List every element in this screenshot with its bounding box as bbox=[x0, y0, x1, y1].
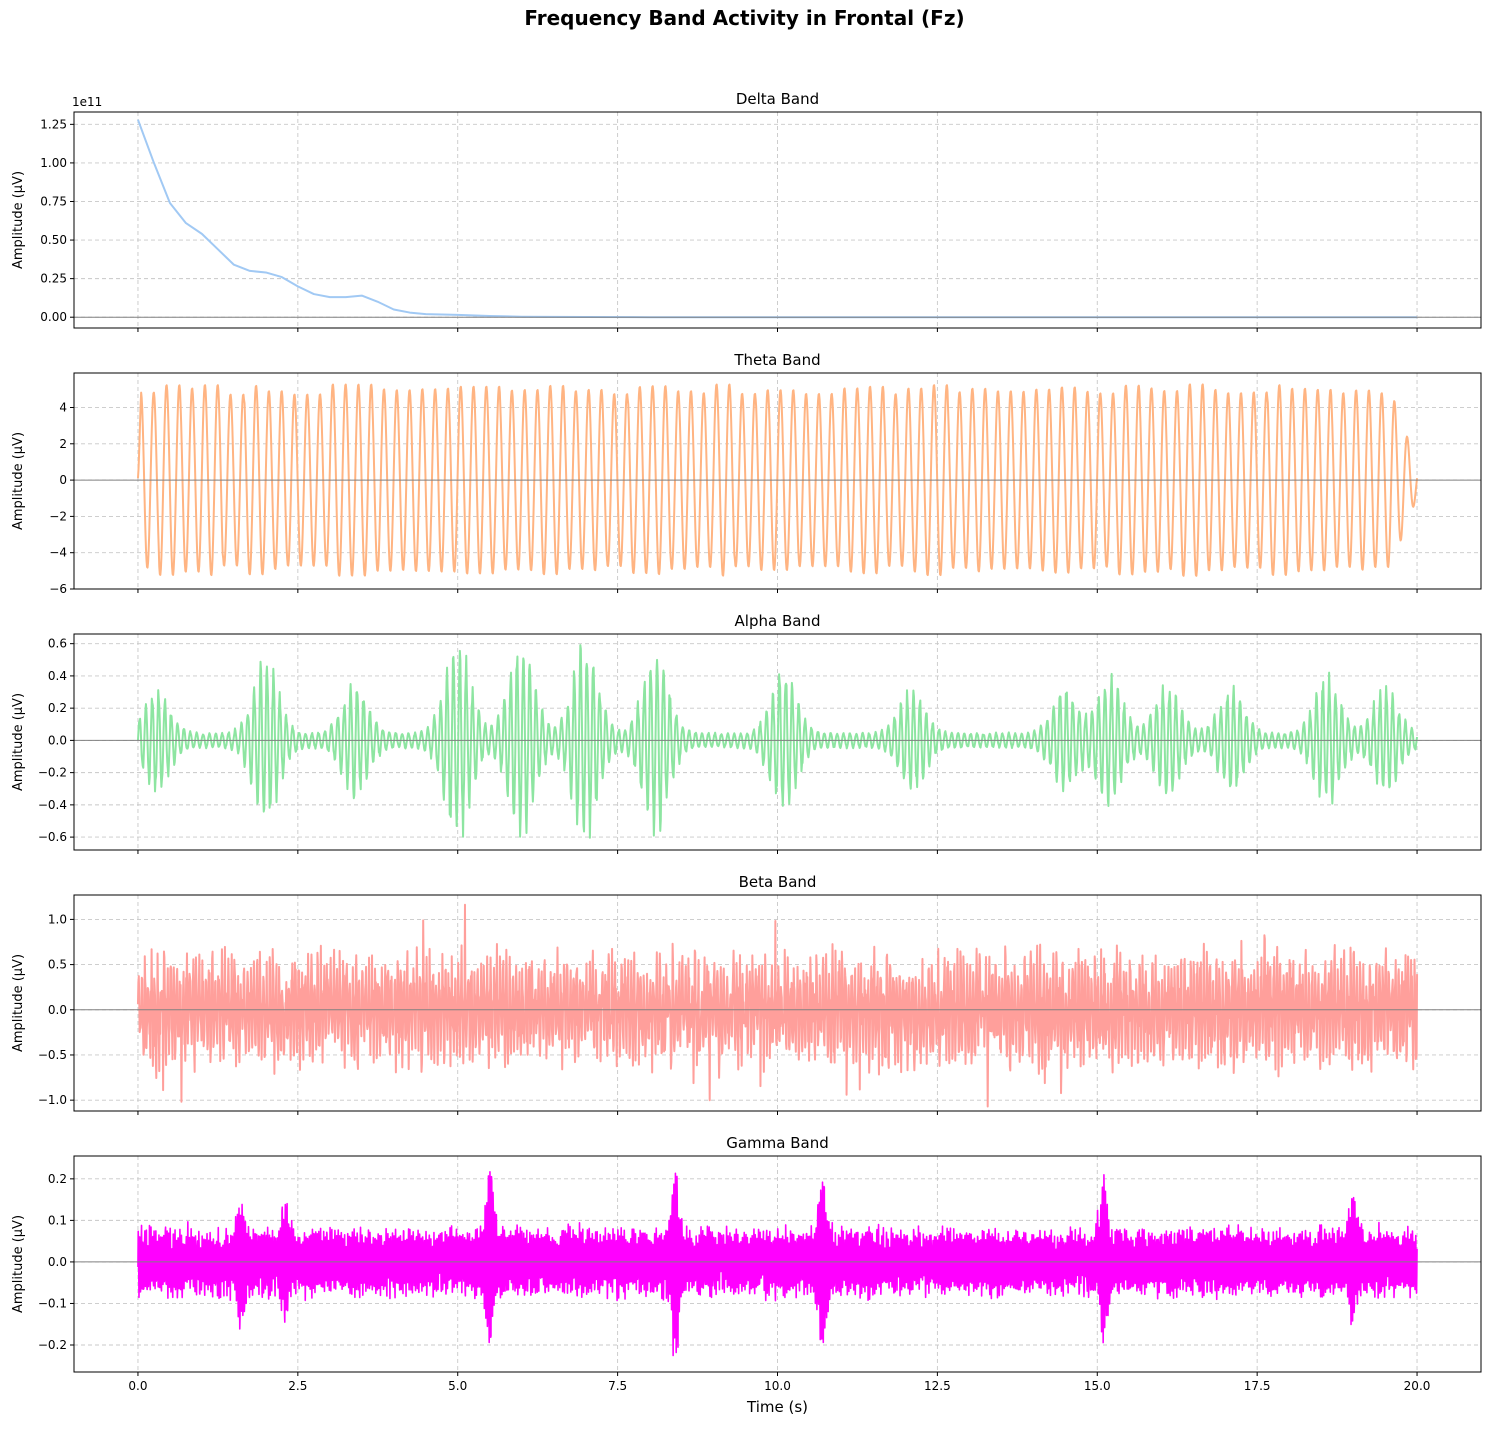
y-tick-label: 0.2 bbox=[48, 701, 67, 715]
y-tick-label: 0 bbox=[59, 473, 67, 487]
y-tick-label: 0.4 bbox=[48, 669, 67, 683]
y-axis-label: Amplitude (µV) bbox=[11, 954, 26, 1052]
y-tick-label: 0.2 bbox=[48, 1172, 67, 1186]
y-tick-label: 0.00 bbox=[40, 310, 67, 324]
x-axis-label: Time (s) bbox=[746, 1398, 808, 1416]
y-tick-label: −4 bbox=[49, 546, 67, 560]
x-tick-label: 10.0 bbox=[764, 1379, 791, 1393]
y-tick-label: −0.2 bbox=[38, 766, 67, 780]
y-axis-label: Amplitude (µV) bbox=[11, 1215, 26, 1313]
panel-theta-band: −6 −4 −2 0 2 4 Theta Band Amplitude (µV) bbox=[11, 351, 1482, 596]
x-tick-label: 12.5 bbox=[924, 1379, 951, 1393]
y-tick-label: 4 bbox=[59, 400, 67, 414]
y-tick-label: 0.0 bbox=[48, 733, 67, 747]
y-tick-label: 0.6 bbox=[48, 637, 67, 651]
x-tick-label: 0.0 bbox=[128, 1379, 147, 1393]
panel-gamma-band: −0.2 −0.1 0.0 0.1 0.2 0.0 2.5 5.0 7.5 10.0 12.5 15.… bbox=[11, 1134, 1482, 1393]
y-axis-label: Amplitude (µV) bbox=[11, 432, 26, 530]
y-tick-label: −6 bbox=[49, 582, 67, 596]
offset-text: 1e11 bbox=[72, 95, 102, 109]
panel-alpha-band: −0.6 −0.4 −0.2 0.0 0.2 0.4 0.6 Alpha Band Amplit… bbox=[11, 612, 1482, 854]
x-tick-label: 15.0 bbox=[1084, 1379, 1111, 1393]
y-tick-label: 2 bbox=[59, 437, 67, 451]
y-tick-label: −0.5 bbox=[38, 1048, 67, 1062]
y-tick-label: 0.1 bbox=[48, 1213, 67, 1227]
series-line bbox=[136, 644, 1419, 839]
figure-title: Frequency Band Activity in Frontal (Fz) bbox=[524, 6, 965, 30]
x-tick-label: 20.0 bbox=[1404, 1379, 1431, 1393]
y-tick-label: −1.0 bbox=[38, 1093, 67, 1107]
panel-title: Alpha Band bbox=[735, 612, 821, 630]
y-tick-label: 1.25 bbox=[40, 117, 67, 131]
y-tick-label: 0.5 bbox=[48, 958, 67, 972]
series-line bbox=[137, 1170, 1418, 1357]
y-tick-label: 0.0 bbox=[48, 1003, 67, 1017]
x-tick-label: 2.5 bbox=[288, 1379, 307, 1393]
panel-title: Gamma Band bbox=[726, 1134, 829, 1152]
y-tick-label: 0.0 bbox=[48, 1255, 67, 1269]
panel-title: Theta Band bbox=[733, 351, 820, 369]
y-axis-label: Amplitude (µV) bbox=[11, 693, 26, 791]
y-tick-label: 1.00 bbox=[40, 156, 67, 170]
y-tick-label: 0.25 bbox=[40, 272, 67, 286]
y-tick-label: −0.2 bbox=[38, 1338, 67, 1352]
x-tick-label: 7.5 bbox=[608, 1379, 627, 1393]
y-tick-label: 0.75 bbox=[40, 194, 67, 208]
series-line bbox=[137, 119, 1418, 319]
panel-delta-band: 0.00 0.25 0.50 0.75 1.00 1.25 Delta Band Amplit… bbox=[11, 90, 1482, 332]
x-tick-label: 17.5 bbox=[1244, 1379, 1271, 1393]
panel-title: Delta Band bbox=[736, 90, 819, 108]
y-tick-label: −0.6 bbox=[38, 830, 67, 844]
y-tick-label: −0.1 bbox=[38, 1296, 67, 1310]
y-axis-label: Amplitude (µV) bbox=[11, 171, 26, 269]
x-tick-label: 5.0 bbox=[448, 1379, 467, 1393]
y-tick-label: −0.4 bbox=[38, 798, 67, 812]
y-tick-label: −2 bbox=[49, 509, 67, 523]
series-line bbox=[136, 903, 1419, 1108]
y-tick-label: 0.50 bbox=[40, 233, 67, 247]
y-tick-label: 1.0 bbox=[48, 912, 67, 926]
panel-beta-band: −1.0 −0.5 0.0 0.5 1.0 Beta Band Amplitude (µV) bbox=[11, 873, 1482, 1115]
series-line bbox=[136, 383, 1419, 577]
panel-title: Beta Band bbox=[739, 873, 817, 891]
